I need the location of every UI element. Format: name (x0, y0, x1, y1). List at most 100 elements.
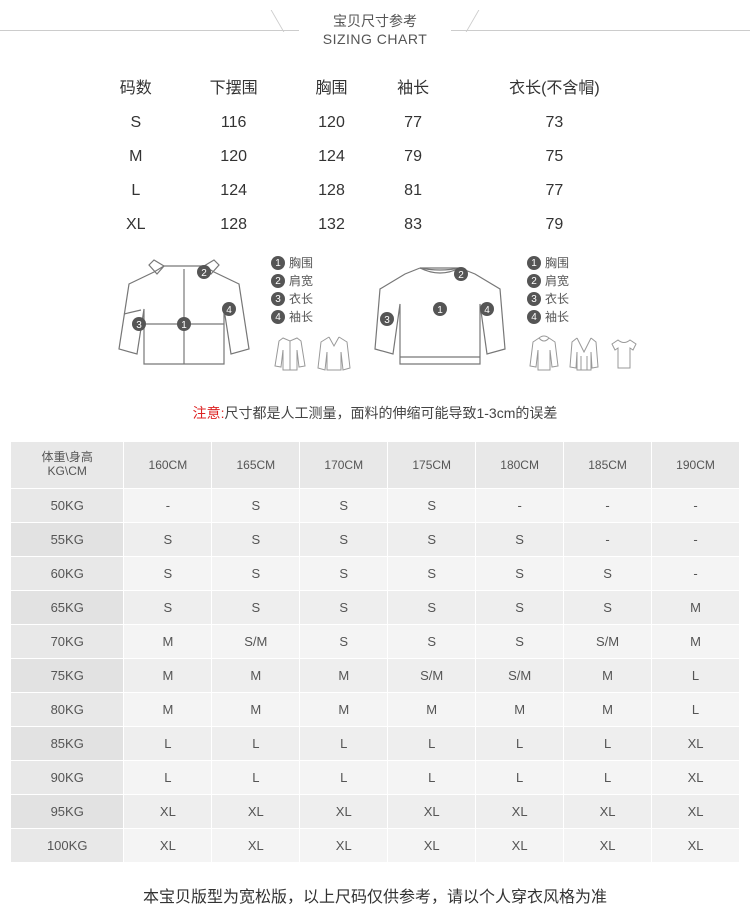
rec-cell: L (300, 760, 388, 794)
rec-cell: L (124, 726, 212, 760)
size-cell: 77 (372, 106, 454, 140)
sweater-diagram: 1 2 3 4 (365, 254, 515, 379)
mini-icons-right (527, 332, 641, 372)
rec-row-header: 50KG (11, 488, 124, 522)
rec-cell: L (476, 726, 564, 760)
rec-cell: M (476, 692, 564, 726)
rec-row-header: 100KG (11, 828, 124, 862)
rec-cell: M (564, 692, 652, 726)
legend-num: 4 (527, 310, 541, 324)
legend-num: 1 (271, 256, 285, 270)
rec-col-header: 170CM (300, 442, 388, 489)
rec-cell: XL (212, 794, 300, 828)
rec-cell: XL (652, 828, 740, 862)
size-cell: XL (95, 208, 177, 242)
size-cell: 124 (177, 174, 291, 208)
rec-cell: S (476, 556, 564, 590)
rec-cell: M (300, 692, 388, 726)
recommend-table-body: 50KG-SSS---55KGSSSSS--60KGSSSSSS-65KGSSS… (11, 488, 740, 862)
svg-text:2: 2 (201, 268, 207, 279)
notice-text: 尺寸都是人工测量，面料的伸缩可能导致1-3cm的误差 (224, 405, 557, 421)
rec-row-header: 80KG (11, 692, 124, 726)
rec-row-header: 85KG (11, 726, 124, 760)
rec-cell: S (124, 522, 212, 556)
legend-num: 1 (527, 256, 541, 270)
size-cell: S (95, 106, 177, 140)
size-table: 码数下摆围胸围袖长衣长(不含帽) S1161207773M1201247975L… (95, 66, 655, 242)
rec-row-header: 75KG (11, 658, 124, 692)
size-cell: 128 (177, 208, 291, 242)
rec-cell: L (124, 760, 212, 794)
rec-cell: S/M (564, 624, 652, 658)
rec-cell: L (652, 692, 740, 726)
rec-table-row: 95KGXLXLXLXLXLXLXL (11, 794, 740, 828)
rec-cell: - (476, 488, 564, 522)
rec-cell: S (388, 556, 476, 590)
rec-cell: S (476, 590, 564, 624)
rec-cell: XL (388, 828, 476, 862)
hoodie-icon (527, 332, 561, 372)
size-cell: M (95, 140, 177, 174)
legend-num: 3 (271, 292, 285, 306)
rec-cell: S (212, 488, 300, 522)
rec-cell: L (476, 760, 564, 794)
rec-col-header: 160CM (124, 442, 212, 489)
blazer-icon (315, 332, 353, 372)
rec-cell: XL (652, 760, 740, 794)
size-cell: 83 (372, 208, 454, 242)
rec-cell: - (652, 556, 740, 590)
legend-item: 3 衣长 (271, 290, 353, 308)
rec-cell: S (388, 624, 476, 658)
recommend-table-header-row: 体重\身高KG\CM160CM165CM170CM175CM180CM185CM… (11, 442, 740, 489)
rec-row-header: 95KG (11, 794, 124, 828)
rec-cell: S (388, 522, 476, 556)
rec-cell: M (300, 658, 388, 692)
rec-cell: XL (124, 828, 212, 862)
rec-cell: S (388, 488, 476, 522)
legend-item: 2肩宽 (527, 272, 641, 290)
legend-item: 4袖长 (527, 308, 641, 326)
title-section: 宝贝尺寸参考 SIZING CHART (0, 0, 750, 56)
shirt-diagram: 1 2 3 4 (109, 254, 259, 379)
rec-cell: M (124, 624, 212, 658)
diagram-row: 1 2 3 4 1胸围2肩宽3衣长4袖长 (0, 248, 750, 389)
rec-cell: M (212, 658, 300, 692)
tshirt-icon (607, 332, 641, 372)
rec-cell: L (300, 726, 388, 760)
size-cell: 120 (291, 106, 373, 140)
decor-line-right (451, 30, 750, 31)
rec-table-row: 55KGSSSSS-- (11, 522, 740, 556)
rec-cell: - (564, 488, 652, 522)
rec-row-header: 70KG (11, 624, 124, 658)
legend-label: 肩宽 (289, 272, 313, 290)
size-cell: 124 (291, 140, 373, 174)
notice-prefix: 注意: (193, 405, 225, 421)
size-table-body: S1161207773M1201247975L1241288177XL12813… (95, 106, 655, 242)
rec-cell: XL (124, 794, 212, 828)
rec-row-header: 90KG (11, 760, 124, 794)
size-col-header: 码数 (95, 66, 177, 106)
rec-table-row: 70KGMS/MSSSS/MM (11, 624, 740, 658)
legend-num: 2 (527, 274, 541, 288)
footer-note: 本宝贝版型为宽松版，以上尺码仅供参考，请以个人穿衣风格为准 (0, 863, 750, 923)
legend-label: 衣长 (289, 290, 313, 308)
notice: 注意:尺寸都是人工测量，面料的伸缩可能导致1-3cm的误差 (0, 389, 750, 441)
size-cell: 79 (372, 140, 454, 174)
rec-table-row: 50KG-SSS--- (11, 488, 740, 522)
size-col-header: 袖长 (372, 66, 454, 106)
size-cell: 77 (454, 174, 655, 208)
rec-cell: L (652, 658, 740, 692)
rec-cell: S (124, 556, 212, 590)
rec-cell: S (300, 556, 388, 590)
decor-line-left (0, 30, 299, 31)
size-col-header: 衣长(不含帽) (454, 66, 655, 106)
rec-cell: L (212, 760, 300, 794)
rec-table-row: 80KGMMMMMML (11, 692, 740, 726)
size-cell: 116 (177, 106, 291, 140)
legend-label: 衣长 (545, 290, 569, 308)
sweater-icon: 1 2 3 4 (365, 254, 515, 374)
svg-text:4: 4 (484, 305, 490, 316)
rec-cell: L (564, 760, 652, 794)
legend-item: 1胸围 (271, 254, 353, 272)
svg-text:1: 1 (437, 305, 443, 316)
